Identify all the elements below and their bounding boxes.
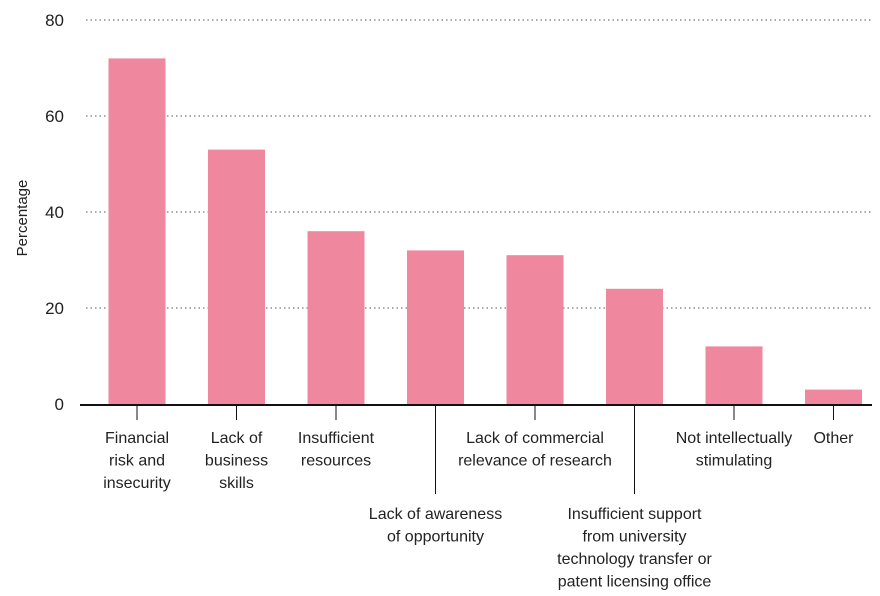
bar <box>407 250 464 404</box>
x-axis <box>80 404 872 494</box>
category-label-line: patent licensing office <box>558 574 712 591</box>
category-label-line: Insufficient support <box>567 506 702 523</box>
category-label: Financial risk and insecurity <box>103 430 171 492</box>
y-tick-label: 0 <box>55 395 64 414</box>
category-label-line: Lack of awareness <box>369 506 502 523</box>
y-tick-label: 20 <box>45 299 64 318</box>
category-label-line: of opportunity <box>387 529 484 546</box>
bar <box>705 346 763 404</box>
category-label: Insufficient support from university techn… <box>557 506 712 591</box>
y-tick-label: 60 <box>45 107 64 126</box>
category-label-line: Lack of commercial <box>466 430 604 447</box>
bar <box>108 58 166 405</box>
bar <box>506 255 564 404</box>
category-label: Lack of commercial relevance of research <box>458 430 612 470</box>
category-label-line: Lack of <box>211 430 263 447</box>
y-tick-label: 40 <box>45 203 64 222</box>
bar <box>805 389 862 404</box>
y-tick-labels: 0 20 40 60 80 <box>45 11 64 414</box>
bars <box>108 58 862 405</box>
category-label-line: relevance of research <box>458 453 612 470</box>
category-label-line: from university <box>582 529 686 546</box>
category-label: Not intellectually stimulating <box>676 430 793 470</box>
category-label-line: insecurity <box>103 475 171 492</box>
category-label: Other <box>813 430 854 447</box>
category-label: Insufficient resources <box>298 430 375 470</box>
category-label-line: stimulating <box>696 453 772 470</box>
y-axis-label: Percentage <box>14 180 31 257</box>
category-label: Lack of business skills <box>205 430 268 492</box>
bar <box>307 231 365 404</box>
category-label-line: Other <box>813 430 854 447</box>
category-labels: Financial risk and insecurity Lack of busine… <box>103 430 854 591</box>
category-label-line: Not intellectually <box>676 430 793 447</box>
category-label-line: technology transfer or <box>557 551 712 568</box>
category-label-line: business <box>205 453 268 470</box>
category-label-line: risk and <box>109 453 165 470</box>
category-label: Lack of awareness of opportunity <box>369 506 502 546</box>
category-label-line: resources <box>301 453 371 470</box>
category-label-line: Insufficient <box>298 430 375 447</box>
gridlines <box>86 19 872 309</box>
category-label-line: Financial <box>105 430 169 447</box>
category-label-line: skills <box>219 475 254 492</box>
y-tick-label: 80 <box>45 11 64 30</box>
bar <box>606 288 663 404</box>
bar <box>208 149 265 404</box>
